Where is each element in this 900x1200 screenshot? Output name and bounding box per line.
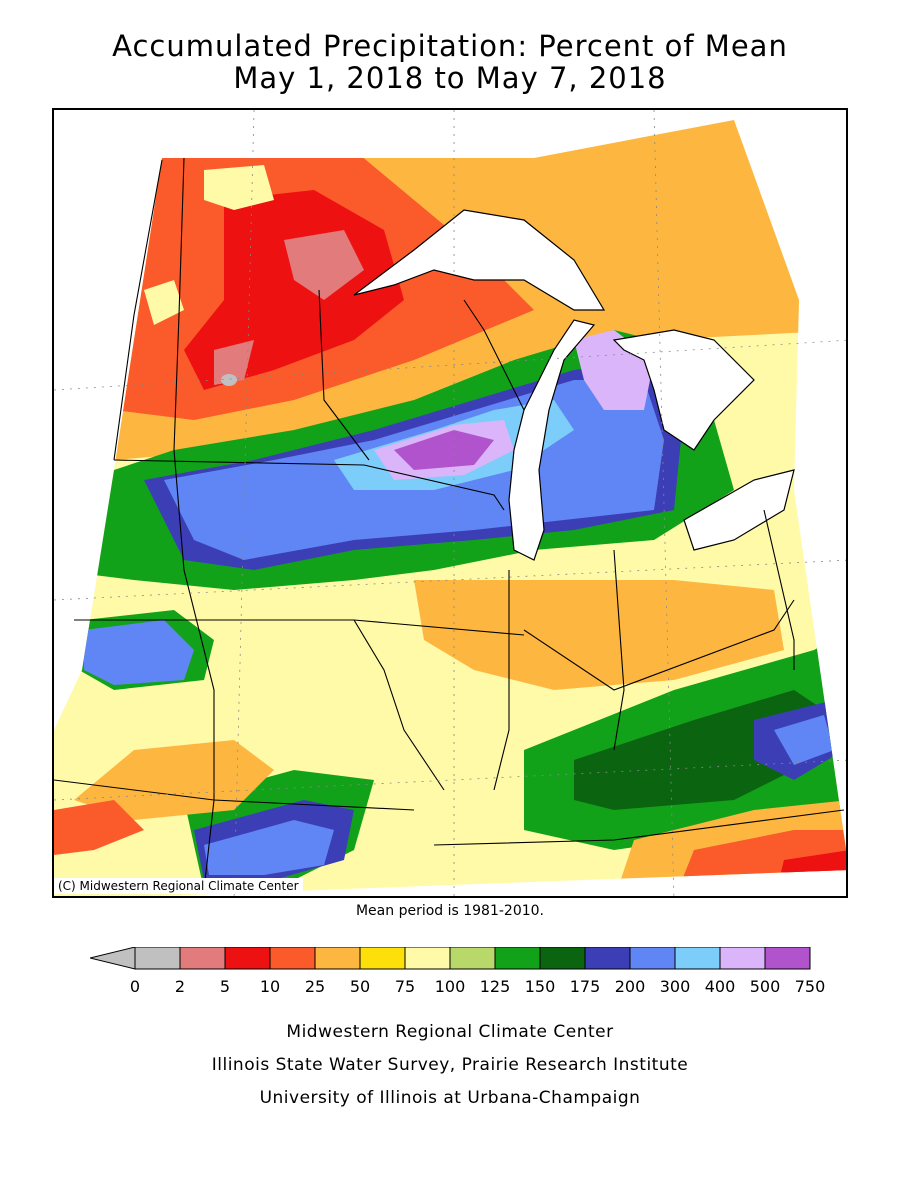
state-borders (54, 157, 845, 891)
legend-swatch (359, 947, 406, 970)
map-date-range: May 1, 2018 to May 7, 2018 (233, 61, 667, 95)
map-canvas (54, 110, 846, 896)
legend-swatch (629, 947, 676, 970)
legend-label: 125 (479, 977, 511, 996)
legend-label: 200 (614, 977, 646, 996)
great-lakes (353, 209, 795, 561)
legend-labels: 0 2 5 10 25 50 75 100 125 150 175 200 300 400 500 750 (0, 977, 900, 997)
legend-swatch (764, 947, 811, 970)
legend-swatch (134, 947, 181, 970)
legend-label: 50 (349, 977, 371, 996)
legend-swatch (584, 947, 631, 970)
legend-label: 10 (259, 977, 281, 996)
footer-survey: Illinois State Water Survey, Prairie Res… (211, 1055, 689, 1075)
legend-label: 750 (794, 977, 826, 996)
mean-period-note: Mean period is 1981-2010. (355, 903, 545, 919)
legend-swatch (449, 947, 496, 970)
legend-label: 400 (704, 977, 736, 996)
legend-label: 150 (524, 977, 556, 996)
legend-label: 75 (394, 977, 416, 996)
color-legend (90, 947, 811, 970)
legend-label: 0 (129, 977, 141, 996)
legend-label: 2 (174, 977, 186, 996)
legend-swatch (674, 947, 721, 970)
legend-swatch (494, 947, 541, 970)
footer-university: University of Illinois at Urbana-Champai… (259, 1088, 641, 1108)
legend-label: 500 (749, 977, 781, 996)
legend-swatch (314, 947, 361, 970)
legend-swatch (179, 947, 226, 970)
legend-label: 25 (304, 977, 326, 996)
graticule (54, 110, 846, 896)
legend-swatch (539, 947, 586, 970)
map-copyright: (C) Midwestern Regional Climate Center (54, 878, 303, 894)
legend-arrow (90, 947, 136, 970)
legend-label: 5 (219, 977, 231, 996)
legend-label: 175 (569, 977, 601, 996)
legend-label: 300 (659, 977, 691, 996)
legend-swatch (269, 947, 316, 970)
legend-swatch (224, 947, 271, 970)
footer-org: Midwestern Regional Climate Center (286, 1022, 614, 1042)
precipitation-map (52, 108, 848, 898)
legend-swatch (404, 947, 451, 970)
map-title: Accumulated Precipitation: Percent of Me… (112, 29, 788, 63)
legend-swatch (719, 947, 766, 970)
legend-label: 100 (434, 977, 466, 996)
